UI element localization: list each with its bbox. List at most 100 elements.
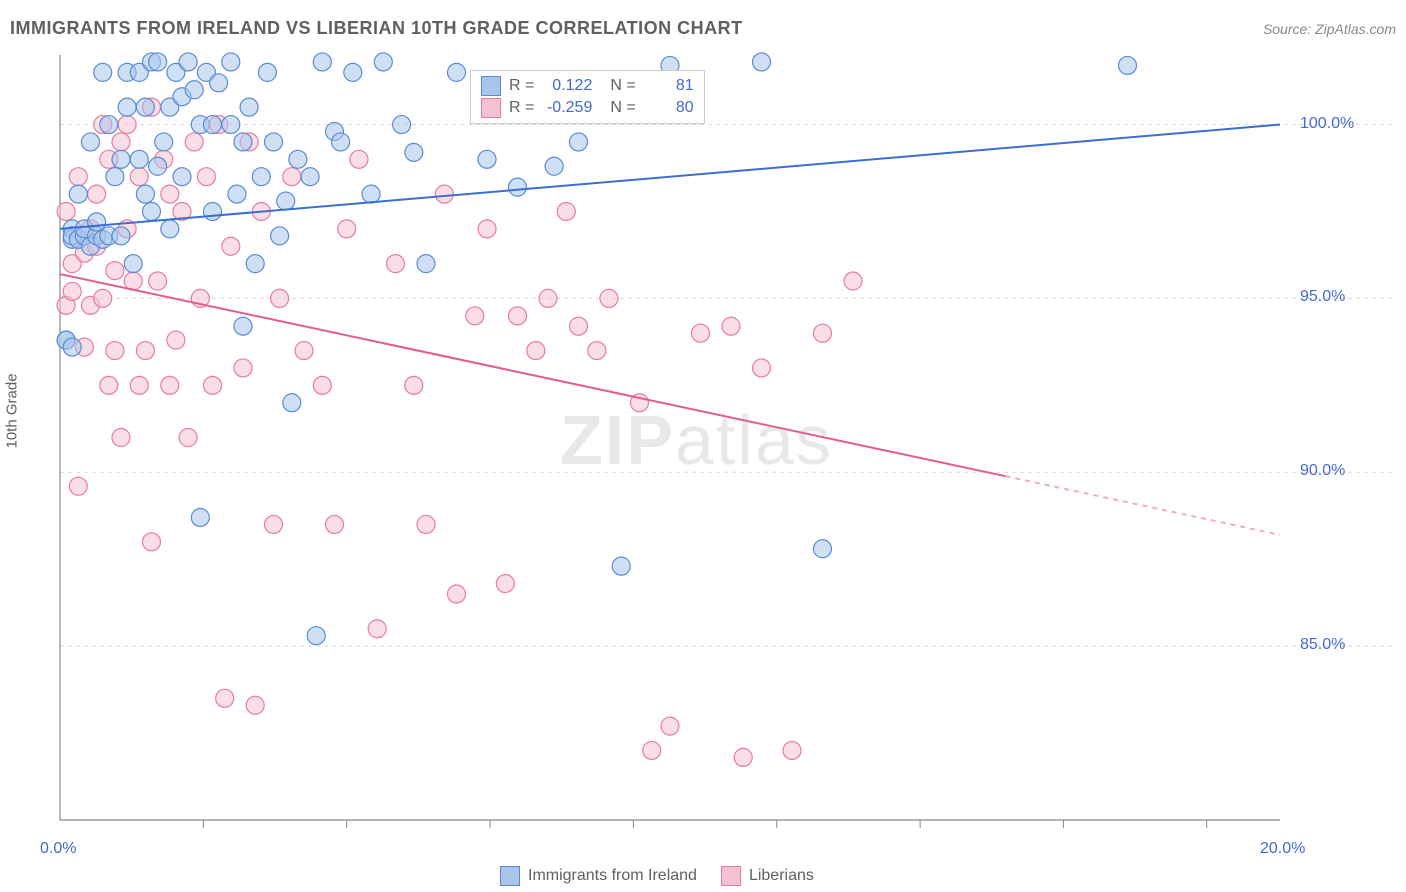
- data-point: [112, 133, 130, 151]
- legend-item: Immigrants from Ireland: [500, 866, 697, 886]
- legend-item: Liberians: [721, 866, 814, 886]
- data-point: [246, 696, 264, 714]
- data-point: [692, 324, 710, 342]
- data-point: [643, 741, 661, 759]
- data-point: [124, 255, 142, 273]
- data-point: [557, 202, 575, 220]
- data-point: [313, 376, 331, 394]
- data-point: [173, 168, 191, 186]
- data-point: [136, 185, 154, 203]
- data-point: [265, 133, 283, 151]
- data-point: [405, 143, 423, 161]
- data-point: [258, 63, 276, 81]
- data-point: [814, 540, 832, 558]
- y-tick-label: 90.0%: [1300, 462, 1345, 480]
- data-point: [63, 338, 81, 356]
- data-point: [130, 168, 148, 186]
- data-point: [405, 376, 423, 394]
- data-point: [185, 133, 203, 151]
- data-point: [57, 202, 75, 220]
- data-point: [362, 185, 380, 203]
- data-point: [222, 53, 240, 71]
- data-point: [210, 74, 228, 92]
- data-point: [149, 53, 167, 71]
- data-point: [94, 63, 112, 81]
- data-point: [252, 168, 270, 186]
- data-point: [130, 150, 148, 168]
- data-point: [106, 342, 124, 360]
- data-point: [112, 227, 130, 245]
- data-point: [478, 220, 496, 238]
- correlation-legend: R =0.122N =81R =-0.259N =80: [470, 70, 705, 124]
- data-point: [82, 133, 100, 151]
- r-value: 0.122: [542, 77, 592, 95]
- data-point: [435, 185, 453, 203]
- chart-svg: [0, 0, 1406, 892]
- data-point: [466, 307, 484, 325]
- data-point: [143, 202, 161, 220]
- legend-label: Liberians: [749, 867, 814, 885]
- data-point: [350, 150, 368, 168]
- data-point: [368, 620, 386, 638]
- data-point: [612, 557, 630, 575]
- data-point: [289, 150, 307, 168]
- data-point: [69, 185, 87, 203]
- data-point: [393, 116, 411, 134]
- data-point: [118, 98, 136, 116]
- data-point: [448, 585, 466, 603]
- data-point: [417, 515, 435, 533]
- data-point: [588, 342, 606, 360]
- data-point: [783, 741, 801, 759]
- data-point: [332, 133, 350, 151]
- data-point: [112, 150, 130, 168]
- n-label: N =: [610, 77, 635, 95]
- data-point: [545, 157, 563, 175]
- data-point: [149, 272, 167, 290]
- data-point: [63, 282, 81, 300]
- data-point: [161, 220, 179, 238]
- data-point: [197, 168, 215, 186]
- n-label: N =: [610, 99, 635, 117]
- data-point: [344, 63, 362, 81]
- legend-swatch: [481, 76, 501, 96]
- data-point: [844, 272, 862, 290]
- data-point: [722, 317, 740, 335]
- data-point: [130, 376, 148, 394]
- data-point: [246, 255, 264, 273]
- data-point: [88, 213, 106, 231]
- data-point: [191, 508, 209, 526]
- data-point: [222, 237, 240, 255]
- chart-container: IMMIGRANTS FROM IRELAND VS LIBERIAN 10TH…: [0, 0, 1406, 892]
- r-label: R =: [509, 99, 534, 117]
- data-point: [204, 116, 222, 134]
- n-value: 80: [644, 99, 694, 117]
- data-point: [69, 477, 87, 495]
- data-point: [283, 394, 301, 412]
- data-point: [307, 627, 325, 645]
- data-point: [106, 168, 124, 186]
- data-point: [374, 53, 392, 71]
- data-point: [149, 157, 167, 175]
- data-point: [271, 227, 289, 245]
- x-tick-label: 20.0%: [1260, 840, 1305, 858]
- data-point: [387, 255, 405, 273]
- y-tick-label: 100.0%: [1300, 115, 1354, 133]
- data-point: [1119, 56, 1137, 74]
- data-point: [295, 342, 313, 360]
- n-value: 81: [644, 77, 694, 95]
- data-point: [661, 717, 679, 735]
- data-point: [88, 185, 106, 203]
- data-point: [222, 116, 240, 134]
- data-point: [179, 429, 197, 447]
- data-point: [301, 168, 319, 186]
- r-label: R =: [509, 77, 534, 95]
- legend-row: R =-0.259N =80: [481, 97, 694, 119]
- data-point: [124, 272, 142, 290]
- data-point: [527, 342, 545, 360]
- data-point: [265, 515, 283, 533]
- trend-line-dashed: [1006, 476, 1281, 535]
- legend-row: R = 0.122 N = 81: [481, 75, 694, 97]
- data-point: [313, 53, 331, 71]
- data-point: [106, 262, 124, 280]
- legend-swatch: [500, 866, 520, 886]
